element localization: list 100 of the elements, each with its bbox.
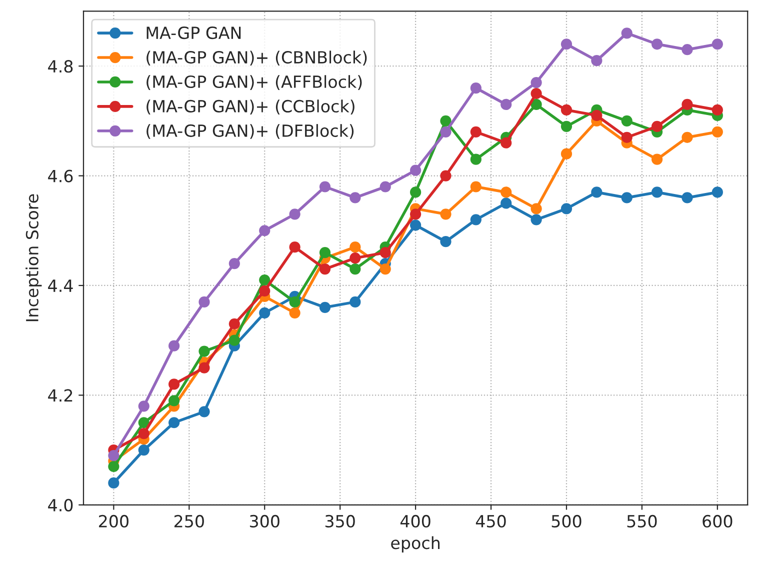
y-tick-label: 4.4 [48,280,73,292]
point [138,428,150,440]
x-axis-title: epoch [391,536,440,552]
point [350,192,361,204]
point [682,98,693,110]
legend-label: MA-GP GAN [146,26,241,40]
point [500,98,512,110]
point [289,208,300,220]
point [108,460,120,472]
y-tick-label: 4.8 [48,60,73,73]
legend-label: (MA-GP GAN)+ (CBNBlock) [146,50,367,66]
point [530,98,542,110]
x-tick-label: 200 [98,514,128,528]
point [530,203,542,214]
x-tick-label: 250 [174,514,204,528]
point [621,132,632,143]
point [380,247,391,258]
point [319,263,331,275]
point [259,307,270,318]
point [500,186,512,198]
point [410,220,422,231]
y-tick-label: 4.6 [48,170,73,182]
y-tick-label: 4.2 [48,389,72,402]
point [259,274,270,286]
point [168,340,180,352]
point [168,417,180,428]
point [712,186,723,198]
point [440,208,452,220]
point [500,198,512,209]
point [198,362,210,374]
point [621,192,632,204]
point [319,302,331,313]
point [560,203,572,214]
point [440,115,452,126]
point [530,88,542,100]
y-tick-label: 4.0 [48,498,73,512]
point [530,76,542,88]
x-tick-label: 500 [552,514,582,528]
point [410,186,422,198]
point [560,120,572,132]
point [350,252,361,264]
x-tick-label: 600 [702,514,732,528]
point [712,104,723,116]
legend-label: (MA-GP GAN)+ (DFBlock) [146,124,354,139]
point [410,164,422,176]
point [380,181,391,192]
x-tick-label: 550 [627,514,657,528]
point [350,296,361,308]
point [470,181,482,192]
point [440,236,452,248]
point [289,242,300,253]
point [440,170,452,182]
point [228,334,240,346]
point [651,38,663,50]
y-axis-title: Inception Score [26,194,42,322]
point [228,318,240,330]
point [198,346,210,357]
point [108,450,120,462]
point [530,214,542,226]
point [682,132,693,143]
point [410,208,422,220]
point [380,263,391,275]
point [651,154,663,165]
point [560,104,572,116]
point [440,126,452,138]
point [259,285,270,297]
point [470,126,482,138]
point [319,181,331,192]
x-tick-label: 300 [250,514,280,528]
point [350,263,361,275]
point [138,444,150,456]
point [289,296,300,308]
legend-label: (MA-GP GAN)+ (AFFBlock) [146,75,362,90]
legend-label: (MA-GP GAN)+ (CCBlock) [146,100,354,114]
point [591,186,602,198]
point [138,400,150,412]
point [168,378,180,390]
point [682,192,693,204]
point [712,126,723,138]
x-tick-label: 450 [476,514,506,528]
point [591,55,602,66]
point [228,258,240,270]
point [621,28,632,39]
point [470,154,482,165]
point [621,115,632,126]
point [259,225,270,236]
point [591,110,602,121]
x-tick-label: 350 [325,514,355,528]
point [198,296,210,308]
point [651,120,663,132]
point [651,186,663,198]
point [500,137,512,148]
point [712,38,723,50]
point [198,406,210,418]
point [319,247,331,258]
point [289,307,300,318]
point [682,44,693,56]
point [138,417,150,428]
point [108,477,120,489]
point [560,148,572,160]
